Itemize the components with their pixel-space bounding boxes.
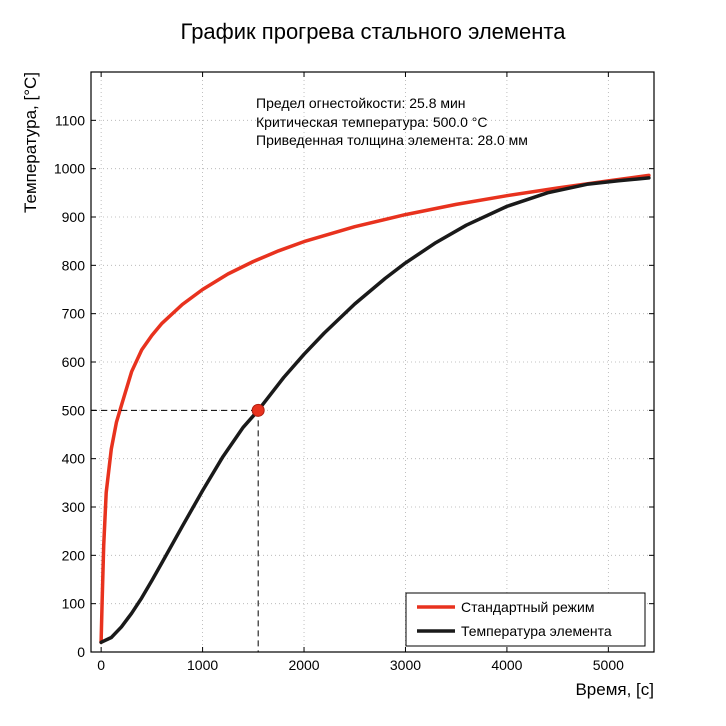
- annotation-critical-temperature: Критическая температура: 500.0 °С: [256, 114, 487, 130]
- legend-label-standard: Стандартный режим: [461, 599, 594, 615]
- critical-marker-layer: [91, 403, 265, 652]
- y-tick-label: 0: [77, 644, 85, 660]
- y-tick-label: 1000: [54, 161, 85, 177]
- series-line-element-temperature: [99, 176, 651, 645]
- series-line-standard-fire: [99, 173, 651, 645]
- annotation-block: Предел огнестойкости: 25.8 мин Критическ…: [256, 95, 528, 148]
- y-tick-label: 200: [62, 547, 86, 563]
- y-tick-label: 500: [62, 402, 86, 418]
- legend: Стандартный режим Температура элемента: [405, 592, 646, 647]
- y-tick-label: 400: [62, 451, 86, 467]
- annotation-fire-resistance: Предел огнестойкости: 25.8 мин: [256, 95, 466, 111]
- x-tick-label: 2000: [288, 657, 319, 673]
- y-tick-label: 900: [62, 209, 86, 225]
- x-tick-label: 4000: [491, 657, 522, 673]
- y-tick-label: 700: [62, 306, 86, 322]
- x-tick-label: 5000: [593, 657, 624, 673]
- critical-point-marker: [251, 403, 265, 417]
- y-tick-label: 300: [62, 499, 86, 515]
- y-tick-label: 1100: [55, 112, 85, 128]
- x-tick-label: 0: [97, 657, 105, 673]
- legend-box: [405, 592, 646, 647]
- grid: [91, 72, 654, 653]
- series-layer: [99, 173, 651, 645]
- x-axis-label: Время, [с]: [575, 680, 654, 699]
- y-tick-label: 800: [62, 257, 86, 273]
- x-tick-label: 1000: [187, 657, 218, 673]
- y-tick-label: 100: [62, 596, 86, 612]
- axis-ticks: 0 1000 2000 3000 4000 5000 0 100 200 300 400 500 600…: [54, 72, 654, 673]
- annotation-reduced-thickness: Приведенная толщина элемента: 28.0 мм: [256, 132, 528, 148]
- y-axis-label: Температура, [°С]: [21, 72, 40, 213]
- chart-title: График прогрева стального элемента: [181, 19, 567, 44]
- x-tick-label: 3000: [390, 657, 421, 673]
- y-tick-label: 600: [62, 354, 86, 370]
- legend-label-element: Температура элемента: [461, 623, 612, 639]
